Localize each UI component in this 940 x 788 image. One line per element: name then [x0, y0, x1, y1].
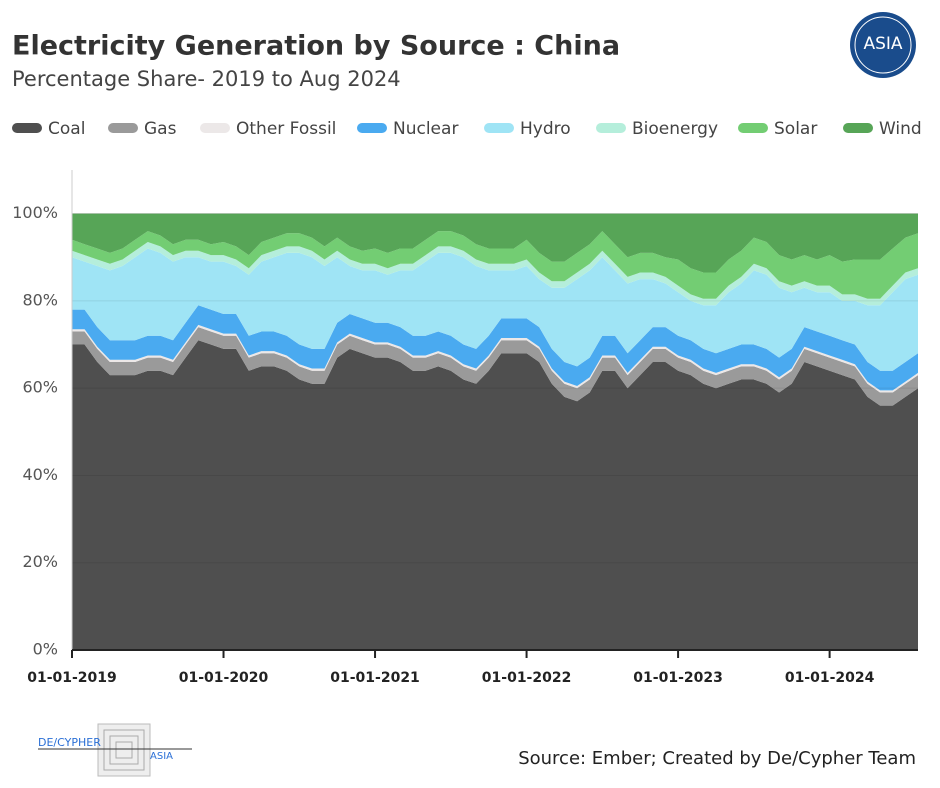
source-note: Source: Ember; Created by De/Cypher Team — [518, 748, 916, 769]
footer-sub: ASIA — [150, 751, 173, 762]
area-solar — [72, 231, 918, 299]
legend-swatch — [200, 123, 230, 133]
footer-logo: DE/CYPHER ASIA — [38, 723, 192, 777]
footer-logo-pattern — [103, 729, 145, 771]
legend-label: Hydro — [520, 119, 571, 139]
y-tick-label: 20% — [22, 552, 58, 571]
footer-logo-box — [97, 723, 151, 777]
x-tick-label: 01-01-2024 — [785, 670, 875, 686]
y-tick-label: 0% — [33, 640, 58, 659]
legend-label: Other Fossil — [236, 119, 336, 139]
x-tick-label: 01-01-2022 — [482, 670, 572, 686]
y-tick-label: 40% — [22, 465, 58, 484]
footer-brand: DE/CYPHER — [38, 736, 101, 749]
y-tick-label: 60% — [22, 378, 58, 397]
legend-swatch — [843, 123, 873, 133]
area-hydro — [72, 248, 918, 371]
chart-subtitle: Percentage Share- 2019 to Aug 2024 — [12, 67, 401, 91]
legend-swatch — [738, 123, 768, 133]
y-tick-label: 80% — [22, 290, 58, 309]
logo: ASIA — [850, 12, 916, 78]
legend-label: Wind — [879, 119, 922, 139]
legend-swatch — [357, 123, 387, 133]
x-tick-label: 01-01-2020 — [179, 670, 269, 686]
y-tick-label: 100% — [12, 203, 58, 222]
legend-swatch — [596, 123, 626, 133]
legend-swatch — [12, 123, 42, 133]
area-wind — [72, 213, 918, 273]
x-tick-label: 01-01-2023 — [633, 670, 723, 686]
area-bioenergy — [72, 242, 918, 306]
legend-swatch — [108, 123, 138, 133]
x-tick-label: 01-01-2019 — [27, 670, 117, 686]
legend-label: Solar — [774, 119, 817, 139]
area-nuclear — [72, 305, 918, 391]
logo-circle — [850, 12, 916, 78]
legend-label: Bioenergy — [632, 119, 718, 139]
logo-ring — [854, 16, 912, 74]
legend-label: Gas — [144, 119, 177, 139]
legend-label: Coal — [48, 119, 85, 139]
x-tick-label: 01-01-2021 — [330, 670, 420, 686]
logo-text: ASIA — [863, 34, 902, 54]
legend-swatch — [484, 123, 514, 133]
legend-label: Nuclear — [393, 119, 458, 139]
chart-title: Electricity Generation by Source : China — [12, 31, 620, 62]
area-coal — [72, 340, 918, 650]
